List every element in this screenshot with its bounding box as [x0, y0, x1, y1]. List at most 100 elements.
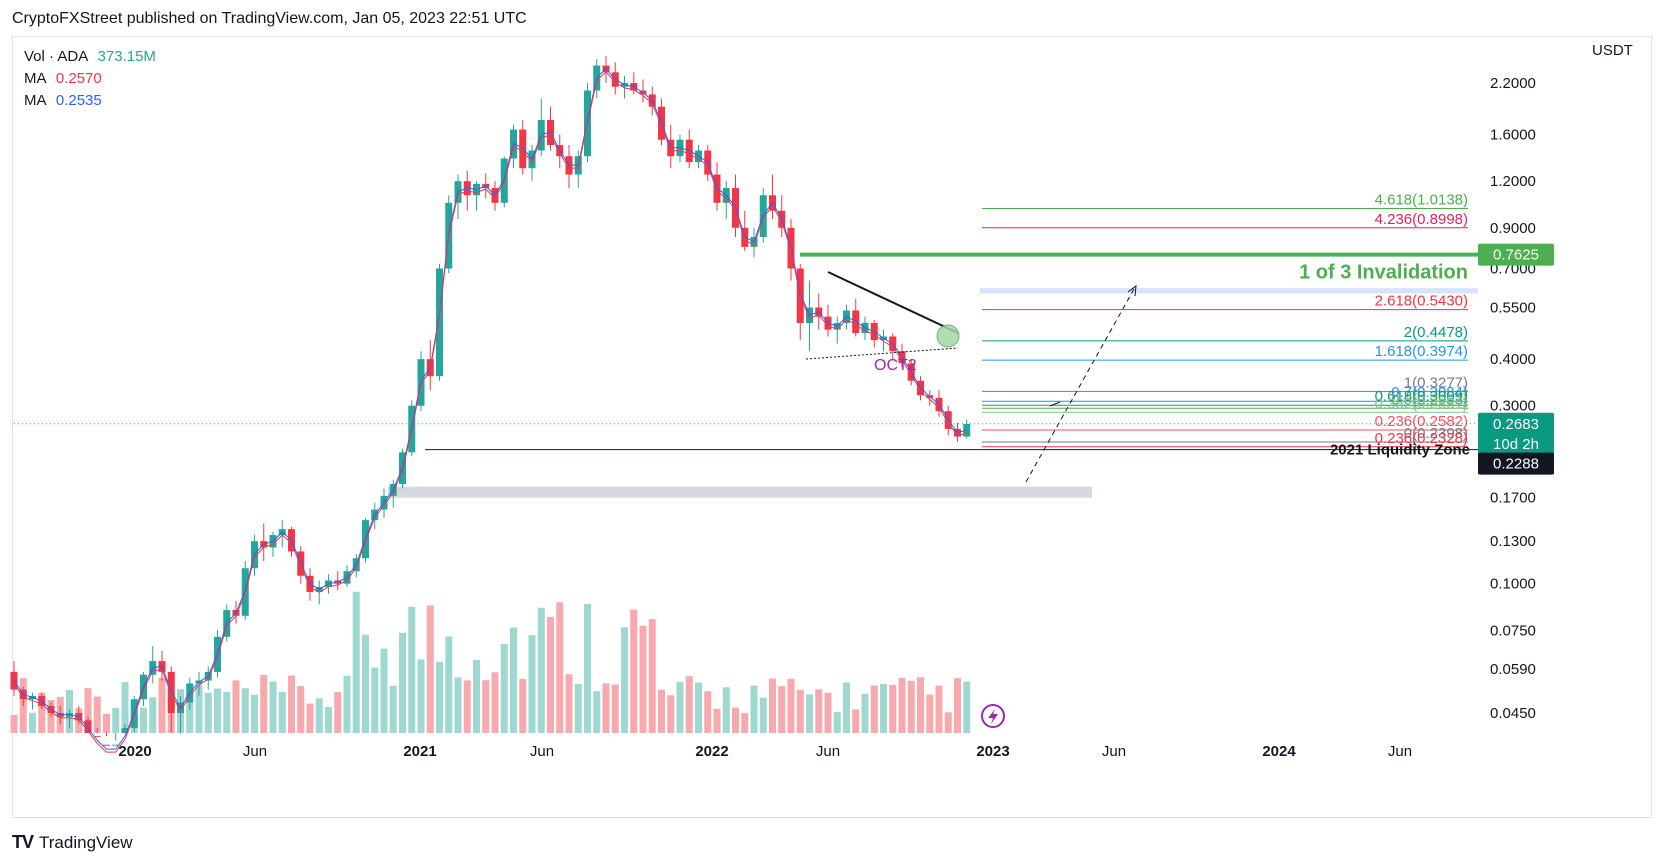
volume-bar: [204, 692, 212, 733]
volume-bar: [399, 632, 406, 733]
volume-bar: [426, 605, 434, 733]
volume-bar: [787, 678, 795, 733]
volume-bar: [93, 696, 101, 733]
volume-bar: [732, 707, 739, 733]
volume-bar: [269, 681, 277, 733]
candle[interactable]: [436, 268, 443, 377]
time-axis-tick: 2020: [118, 743, 151, 760]
volume-bar: [241, 688, 249, 733]
volume-bar: [186, 702, 194, 733]
volume-bar: [722, 687, 730, 733]
volume-bar: [963, 681, 971, 733]
ma-line-blue: [13, 68, 967, 750]
triangle-lower-trendline[interactable]: [805, 347, 959, 360]
volume-bar: [195, 684, 203, 733]
volume-bar: [482, 680, 490, 733]
footer-brand[interactable]: TV TradingView: [12, 832, 133, 853]
triangle-upper-trendline[interactable]: [827, 271, 959, 334]
volume-bar: [907, 680, 915, 733]
volume-bar: [593, 691, 601, 733]
fib-label: 1(0.3277): [1404, 374, 1468, 391]
price-axis-tick: 0.9000: [1490, 220, 1536, 237]
projection-path[interactable]: [1025, 288, 1135, 483]
legend-ma1[interactable]: MA 0.2570: [24, 68, 156, 90]
candle[interactable]: [93, 736, 101, 738]
fib-label: 0.7(0.3084): [1391, 384, 1468, 401]
candle[interactable]: [84, 720, 92, 733]
price-axis-tick: 0.3000: [1490, 398, 1536, 415]
volume-bar: [362, 634, 369, 733]
volume-bar: [149, 697, 157, 733]
volume-bar: [29, 712, 36, 733]
volume-bar: [648, 619, 656, 733]
volume-bar: [500, 643, 508, 733]
volume-bar: [621, 627, 628, 733]
legend-ma1-label: MA: [24, 70, 46, 87]
volume-bar: [445, 636, 453, 733]
volume-bar: [103, 713, 110, 733]
volume-bar: [463, 680, 471, 733]
volume-bar: [158, 677, 166, 733]
breakout-circle-marker[interactable]: [936, 324, 960, 348]
candle[interactable]: [167, 671, 175, 713]
candle[interactable]: [121, 728, 129, 733]
liquidity-price-tag-bg[interactable]: [1478, 452, 1554, 475]
volume-bar: [417, 659, 425, 733]
volume-bar: [741, 713, 749, 733]
invalidation-price-tag-bg[interactable]: [1478, 243, 1554, 266]
volume-bar: [639, 625, 647, 733]
volume-bar: [84, 688, 92, 733]
volume-bar: [833, 712, 841, 733]
liquidity-zone-label: 2021 Liquidity Zone: [1330, 442, 1470, 459]
legend-ma2[interactable]: MA 0.2535: [24, 90, 156, 112]
volume-bar: [343, 675, 351, 733]
volume-bar: [408, 606, 416, 733]
time-axis-tick: 2021: [403, 743, 436, 760]
fib-label: 0.618(0.3009): [1375, 388, 1468, 405]
volume-bar: [140, 707, 147, 733]
volume-bar: [630, 609, 638, 733]
candle[interactable]: [112, 744, 120, 746]
currency-label[interactable]: USDT: [1592, 42, 1633, 59]
volume-bar: [806, 694, 813, 733]
volume-bar: [380, 648, 388, 733]
countdown-tag: 10d 2h: [1493, 436, 1539, 453]
volume-bar: [815, 689, 823, 733]
countdown-tag-bg[interactable]: [1478, 432, 1554, 455]
candle[interactable]: [103, 744, 110, 746]
volume-bar: [297, 686, 305, 733]
current-price-tag-bg[interactable]: [1478, 412, 1554, 435]
volume-bar: [704, 691, 712, 733]
volume-bar: [306, 703, 314, 733]
footer-brand-text: TradingView: [39, 832, 133, 852]
ma-line-red: [13, 71, 967, 753]
volume-bar: [778, 686, 786, 733]
price-axis-tick: 0.1300: [1490, 533, 1536, 550]
volume-bar: [121, 682, 129, 733]
volume-bar: [556, 602, 564, 733]
volume-bar: [843, 682, 850, 733]
volume-bar: [889, 684, 897, 733]
tradingview-logo-icon: TV: [12, 832, 34, 852]
volume-bar: [824, 692, 832, 733]
legend-ma2-value: 0.2535: [55, 92, 102, 109]
candle[interactable]: [519, 129, 527, 169]
liquidity-band: [388, 486, 1092, 498]
projection-tick: [1049, 401, 1061, 407]
legend-volume[interactable]: Vol · ADA 373.15M: [24, 46, 156, 68]
publish-header: CryptoFXStreet published on TradingView.…: [12, 10, 527, 27]
fib-label: 0.236(0.2328): [1375, 430, 1468, 447]
volume-bar: [685, 676, 693, 733]
volume-bar: [214, 688, 221, 733]
fib-label: 0.236(0.2582): [1375, 413, 1468, 430]
price-axis-tick: 1.2000: [1490, 173, 1536, 190]
time-axis-tick: Jun: [816, 743, 840, 760]
fib-label: 2.618(0.5430): [1375, 293, 1468, 310]
time-axis-tick: 2024: [1262, 743, 1296, 760]
time-axis-tick: 2023: [976, 743, 1009, 760]
price-axis-tick: 0.1700: [1490, 490, 1536, 507]
pattern-label: OCT2: [874, 357, 917, 374]
flash-icon[interactable]: [981, 704, 1005, 728]
volume-bar: [954, 678, 961, 733]
